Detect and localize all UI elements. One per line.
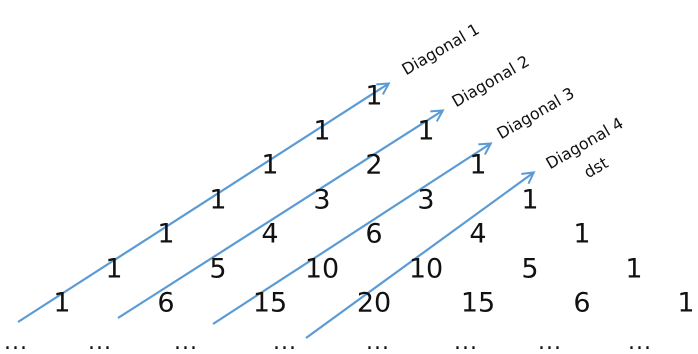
triangle-cell-r4-c2: 6 <box>365 218 383 250</box>
diagonal-2-arrow <box>117 111 442 319</box>
triangle-cell-r1-c1: 1 <box>417 115 435 146</box>
triangle-cell-r4-c4: 1 <box>573 218 591 250</box>
diagonal-4-arrow <box>305 173 533 339</box>
triangle-cell-r6-c1: 6 <box>157 287 175 319</box>
ellipsis-item: ... <box>174 330 198 354</box>
triangle-cell-r4-c0: 1 <box>157 218 175 250</box>
triangle-cell-r3-c3: 1 <box>521 184 539 215</box>
triangle-cell-r2-c2: 1 <box>469 149 487 181</box>
ellipsis-item: ... <box>366 330 390 354</box>
triangle-cell-r2-c1: 2 <box>365 149 383 181</box>
triangle-cell-r5-c3: 10 <box>408 253 444 284</box>
triangle-cell-r4-c3: 4 <box>469 218 487 250</box>
triangle-cell-r5-c5: 1 <box>625 253 643 284</box>
diagonal-3-arrow <box>212 144 490 325</box>
ellipsis-item: ... <box>88 330 112 354</box>
triangle-cell-r6-c5: 6 <box>573 287 591 319</box>
triangle-cell-r4-c1: 4 <box>261 218 279 250</box>
triangle-cell-r3-c0: 1 <box>209 184 227 215</box>
ellipsis-item: ... <box>273 330 297 354</box>
triangle-cell-r5-c0: 1 <box>105 253 123 284</box>
triangle-cell-r2-c0: 1 <box>261 149 279 181</box>
triangle-cell-r6-c6: 1 <box>677 287 695 319</box>
triangle-cell-r6-c4: 15 <box>460 287 496 319</box>
triangle-cell-r3-c1: 3 <box>313 184 331 215</box>
triangle-cell-r3-c2: 3 <box>417 184 435 215</box>
triangle-cell-r6-c2: 15 <box>252 287 288 319</box>
triangle-cell-r5-c4: 5 <box>521 253 539 284</box>
triangle-cell-r6-c3: 20 <box>356 287 392 319</box>
triangle-cell-r1-c0: 1 <box>313 115 331 146</box>
ellipsis-item: ... <box>4 330 28 354</box>
triangle-cell-r0-c0: 1 <box>365 80 383 112</box>
triangle-cell-r5-c2: 10 <box>304 253 340 284</box>
diagonal-1-arrow <box>17 84 388 323</box>
triangle-cell-r5-c1: 5 <box>209 253 227 284</box>
triangle-cell-r6-c0: 1 <box>53 287 71 319</box>
ellipsis-item: ... <box>538 330 562 354</box>
ellipsis-item: ... <box>454 330 478 354</box>
ellipsis-item: ... <box>628 330 652 354</box>
